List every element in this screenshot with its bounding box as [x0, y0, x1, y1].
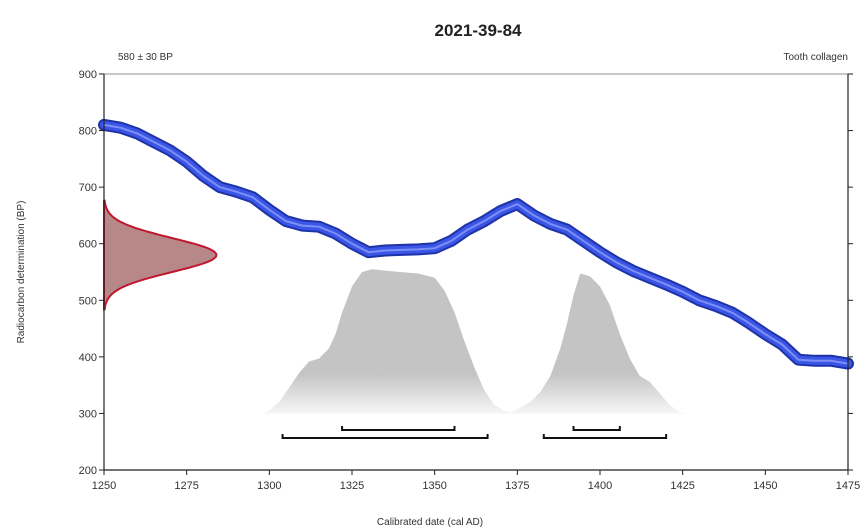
chart-title: 2021-39-84: [435, 21, 523, 40]
y-axis-label: Radiocarbon determination (BP): [16, 201, 27, 344]
range-1sigma-1: [572, 426, 621, 431]
range-2sigma-1: [542, 434, 668, 439]
x-tick-label-1425: 1425: [670, 480, 694, 492]
range-2sigma-0: [281, 434, 489, 439]
x-tick-label-1375: 1375: [505, 480, 529, 492]
range-1sigma-0: [341, 426, 456, 431]
chart-subtitle-left: 580 ± 30 BP: [118, 52, 173, 63]
y-tick-label-500: 500: [79, 295, 97, 307]
chart-subtitle-right: Tooth collagen: [784, 52, 849, 63]
axes: 200 300 400 500 600 700 800 900 1250 1275 1300 1325…: [79, 69, 861, 492]
x-tick-label-1300: 1300: [257, 480, 281, 492]
calibration-curve-highlight: [103, 123, 849, 365]
y-tick-label-400: 400: [79, 352, 97, 364]
y-tick-label-300: 300: [79, 408, 97, 420]
x-tick-label-1450: 1450: [753, 480, 777, 492]
radiocarbon-distribution: [103, 199, 218, 311]
x-tick-label-1400: 1400: [588, 480, 612, 492]
x-tick-label-1475: 1475: [836, 480, 860, 492]
y-tick-label-700: 700: [79, 182, 97, 194]
x-tick-label-1325: 1325: [340, 480, 364, 492]
calibration-curve: [100, 120, 852, 368]
x-tick-label-1275: 1275: [174, 480, 198, 492]
x-tick-label-1250: 1250: [92, 480, 116, 492]
x-axis-label: Calibrated date (cal AD): [377, 517, 483, 528]
y-tick-label-200: 200: [79, 465, 97, 477]
calibration-curve-edge: [98, 118, 854, 370]
x-tick-label-1350: 1350: [422, 480, 446, 492]
plot-area: [98, 118, 854, 439]
y-tick-label-900: 900: [79, 69, 97, 81]
calibrated-distribution-fade: [236, 373, 700, 414]
y-tick-label-800: 800: [79, 126, 97, 138]
y-tick-label-600: 600: [79, 239, 97, 251]
